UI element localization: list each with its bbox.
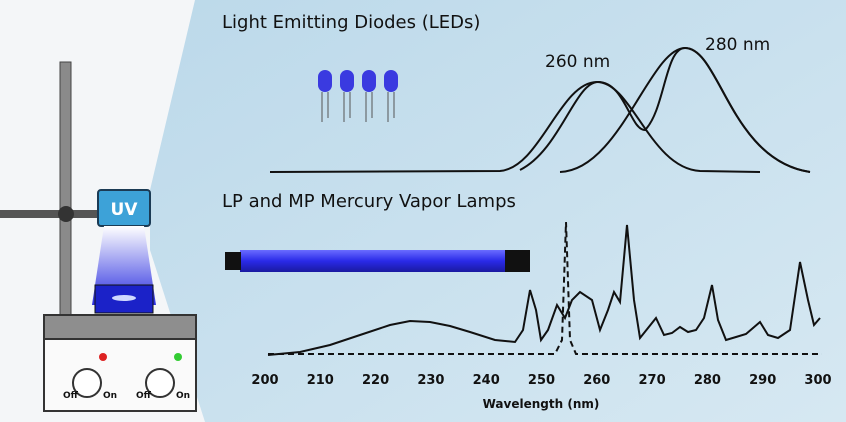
knob: [145, 368, 175, 398]
sample-dish: [94, 284, 154, 314]
led-sum-curve: [519, 46, 811, 173]
lp-spectrum: [268, 221, 822, 355]
knob-off-label: Off: [136, 391, 152, 401]
lamp-end: [505, 250, 530, 272]
led: [340, 70, 354, 122]
lamp: [225, 250, 530, 272]
knob-on-label: On: [103, 391, 117, 401]
x-tick-label: 300: [804, 373, 831, 388]
led-icons: [318, 70, 398, 122]
x-tick-label: 210: [307, 373, 334, 388]
x-tick-label: 270: [639, 373, 666, 388]
x-tick-label: 230: [417, 373, 444, 388]
led: [384, 70, 398, 122]
lamp-tube: [240, 250, 510, 272]
x-tick-label: 260: [583, 373, 610, 388]
knob: [72, 368, 102, 398]
x-tick-label: 250: [528, 373, 555, 388]
led: [318, 70, 332, 122]
lamps-title: LP and MP Mercury Vapor Lamps: [222, 191, 516, 212]
peak-label: 260 nm: [545, 52, 610, 72]
stirrer-top: [43, 314, 197, 340]
x-tick-label: 240: [473, 373, 500, 388]
x-tick-label: 280: [694, 373, 721, 388]
stand-rod: [59, 61, 72, 325]
clamp-rod: [0, 210, 105, 218]
indicator-red: [99, 353, 107, 361]
uv-label: UV: [111, 200, 139, 220]
indicator-green: [174, 353, 182, 361]
x-tick-label: 220: [362, 373, 389, 388]
led-spectra: [269, 46, 811, 173]
leds-title: Light Emitting Diodes (LEDs): [222, 12, 480, 33]
knob-off-label: Off: [63, 391, 79, 401]
clamp-joint: [58, 206, 74, 222]
mp-spectrum: [267, 224, 821, 356]
x-tick-label: 290: [749, 373, 776, 388]
x-tick-label: 200: [251, 373, 278, 388]
led: [362, 70, 376, 122]
beam-panel: [150, 0, 846, 422]
knob-on-label: On: [176, 391, 190, 401]
axis-label: Wavelength (nm): [483, 397, 600, 411]
peak-label: 280 nm: [705, 35, 770, 55]
stir-bar: [112, 295, 136, 301]
x-axis: 200 210 220 230 240 250 260 270 280 290 300: [251, 373, 831, 388]
lamp-end: [225, 252, 241, 270]
